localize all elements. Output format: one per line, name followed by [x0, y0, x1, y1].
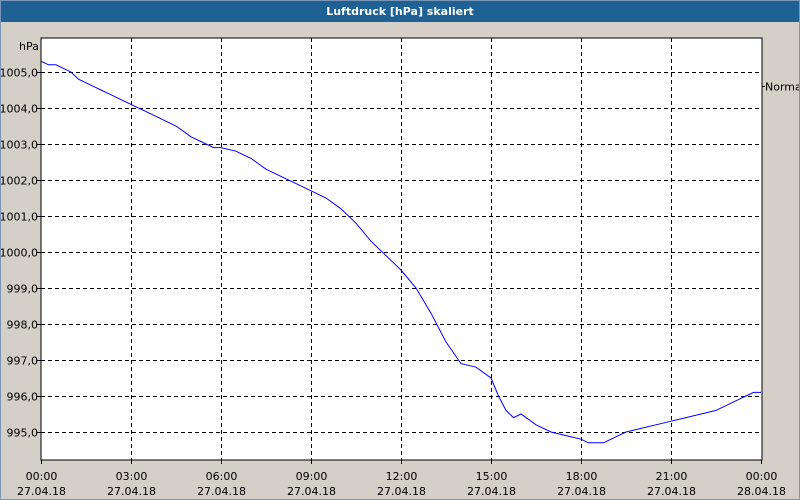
- annotations: Normal: [762, 80, 799, 93]
- x-tick-time-label: 18:00: [566, 470, 598, 483]
- y-tick-label: 1000,0: [1, 247, 38, 260]
- x-tick-date-label: 27.04.18: [377, 485, 426, 498]
- x-tick-time-label: 00:00: [26, 470, 58, 483]
- x-tick-time-label: 21:00: [656, 470, 688, 483]
- grid: [41, 38, 762, 460]
- x-tick-date-label: 27.04.18: [287, 485, 336, 498]
- x-tick-date-label: 28.04.18: [737, 485, 786, 498]
- x-tick-date-label: 27.04.18: [107, 485, 156, 498]
- y-tick-label: 998,0: [7, 319, 39, 332]
- series: [40, 60, 761, 444]
- y-axis-label: hPa: [19, 40, 39, 53]
- x-tick-time-label: 00:00: [746, 470, 778, 483]
- y-tick-label: 1002,0: [1, 175, 38, 188]
- y-axis-ticks: 1005,0 1004,0 1003,0 1002,0 1001,0 1000,0 999,…: [1, 67, 41, 440]
- x-tick-date-label: 27.04.18: [647, 485, 696, 498]
- x-tick-time-label: 15:00: [476, 470, 508, 483]
- pressure-series-line: [40, 60, 761, 444]
- y-tick-label: 999,0: [7, 283, 39, 296]
- annotation-label: Normal: [765, 80, 799, 93]
- x-tick-time-label: 12:00: [386, 470, 418, 483]
- y-tick-label: 1001,0: [1, 211, 38, 224]
- y-tick-label: 1004,0: [1, 103, 38, 116]
- x-tick-time-label: 03:00: [116, 470, 148, 483]
- x-axis-ticks: 00:00 27.04.18 03:00 27.04.18 06:00 27.04.18 0…: [17, 460, 786, 498]
- y-tick-label: 995,0: [7, 427, 39, 440]
- x-tick-date-label: 27.04.18: [197, 485, 246, 498]
- y-tick-label: 1005,0: [1, 67, 38, 80]
- x-tick-date-label: 27.04.18: [467, 485, 516, 498]
- window-title: Luftdruck [hPa] skaliert: [1, 1, 799, 22]
- x-tick-time-label: 09:00: [296, 470, 328, 483]
- y-tick-label: 1003,0: [1, 139, 38, 152]
- x-tick-time-label: 06:00: [206, 470, 238, 483]
- y-tick-label: 996,0: [7, 391, 39, 404]
- y-tick-label: 997,0: [7, 355, 39, 368]
- x-tick-date-label: 27.04.18: [17, 485, 66, 498]
- x-tick-date-label: 27.04.18: [557, 485, 606, 498]
